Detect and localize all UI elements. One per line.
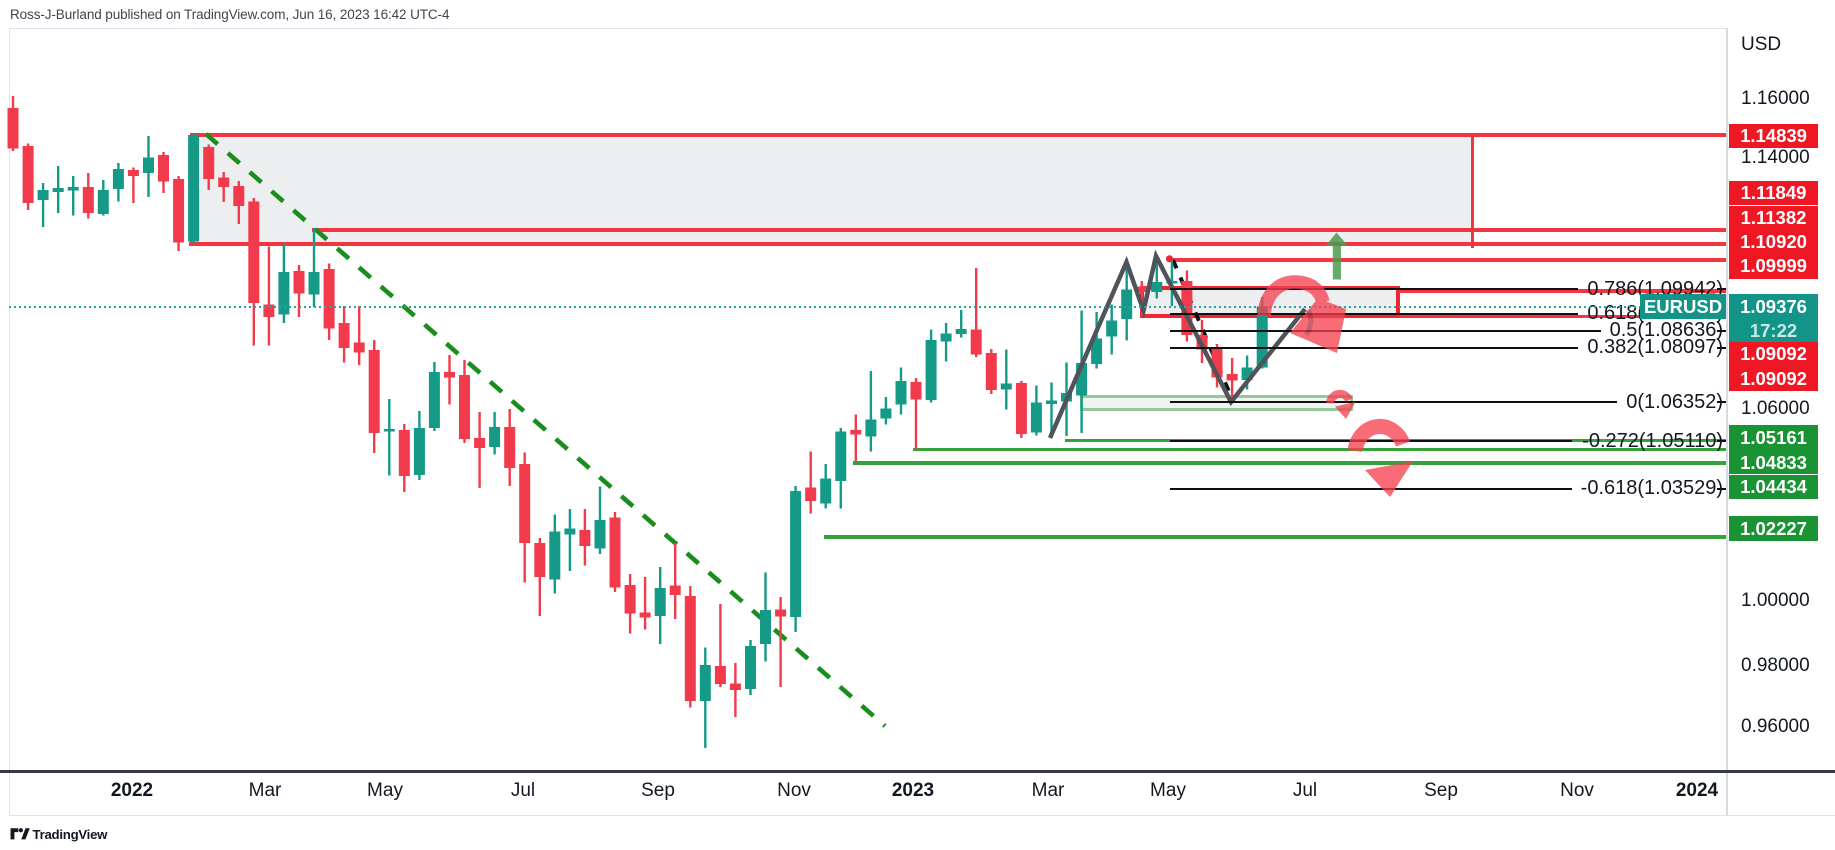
svg-text:TradingView: TradingView bbox=[33, 827, 109, 842]
